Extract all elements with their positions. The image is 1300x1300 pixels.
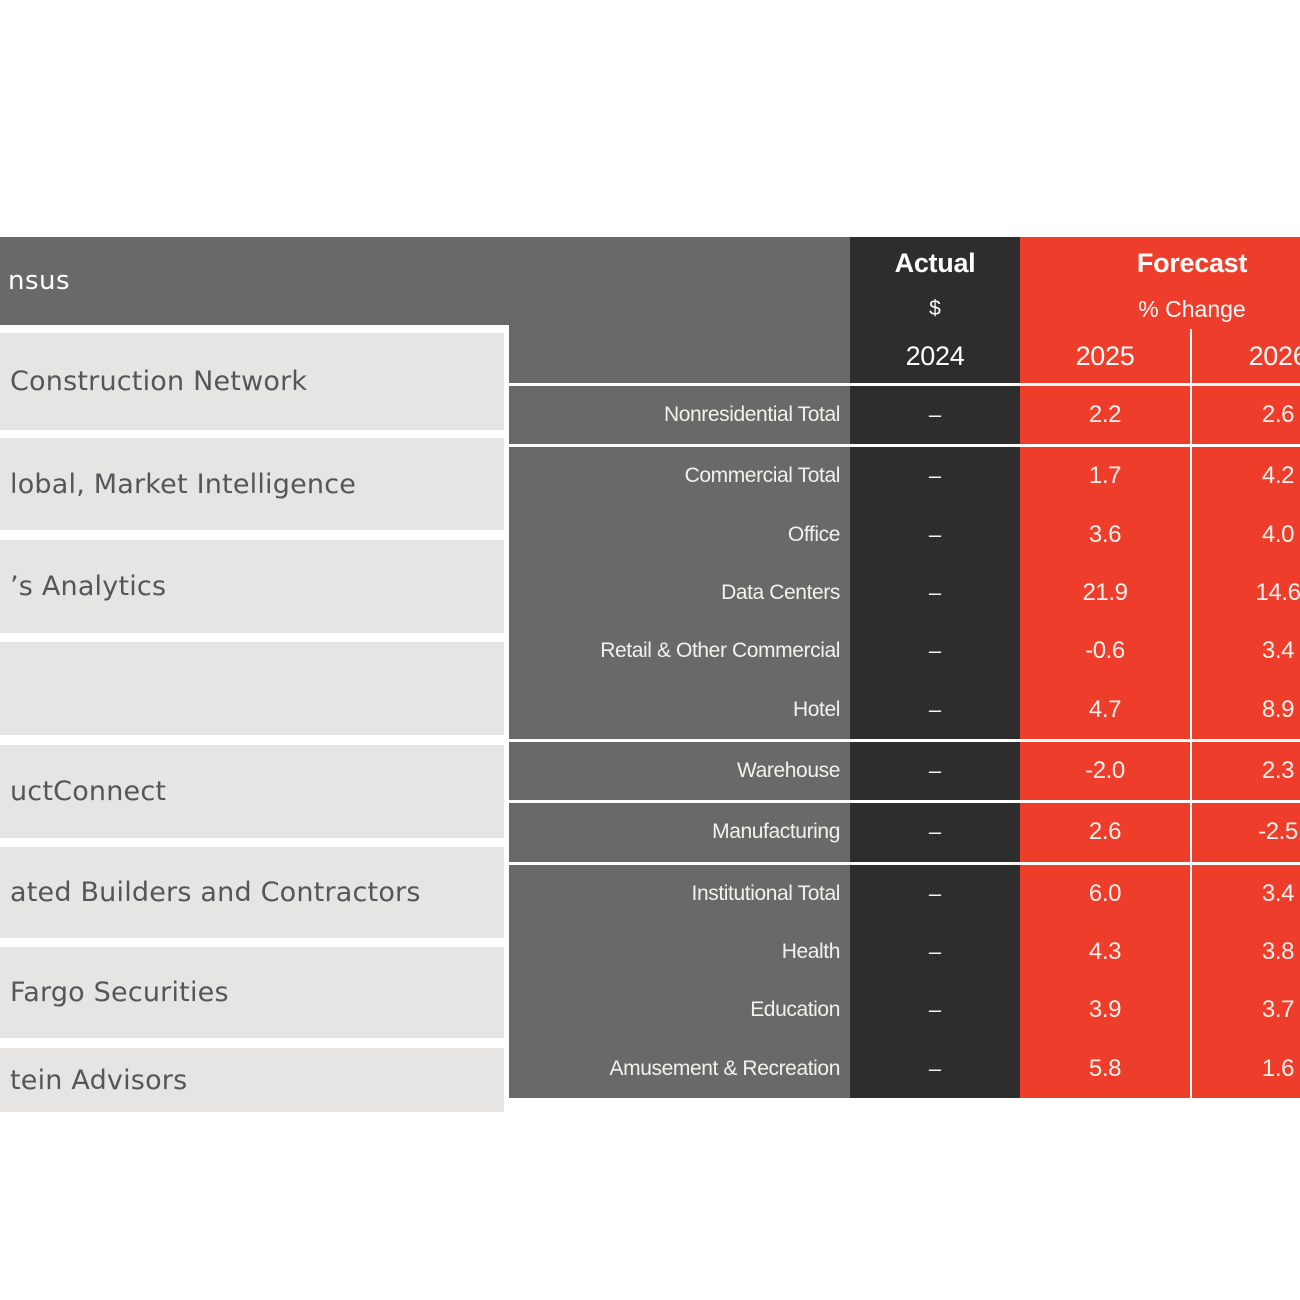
table-row-health: Health – 4.3 3.8 (509, 922, 1300, 982)
sidebar-item-dodge: Construction Network (0, 333, 504, 430)
forecast-unit: % Change (1138, 295, 1246, 322)
cell-forecast-2026: 2.3 (1192, 741, 1300, 801)
actual-title: Actual (894, 247, 976, 278)
actual-unit: $ (929, 297, 941, 320)
sidebar-item-label: ’s Analytics (10, 571, 167, 602)
table-row-warehouse: Warehouse – -2.0 2.3 (509, 741, 1300, 804)
cell-forecast-2025: -2.0 (1020, 741, 1192, 801)
sidebar-item-advisors: tein Advisors (0, 1048, 504, 1112)
cell-forecast-2025: 21.9 (1020, 563, 1192, 623)
cell-actual-2024: – (850, 680, 1020, 739)
actual-year: 2024 (905, 340, 965, 371)
table-row-data-centers: Data Centers – 21.9 14.6 (509, 563, 1300, 623)
sidebar-item-label: Construction Network (10, 366, 308, 397)
row-label: Warehouse (509, 741, 850, 801)
cell-forecast-2026: 3.7 (1192, 981, 1300, 1040)
sidebar-item-analytics: ’s Analytics (0, 540, 504, 633)
row-label: Education (509, 981, 850, 1040)
forecast-table: Actual $ 2024 Forecast % Change 2025 202… (509, 237, 1300, 1098)
cell-actual-2024: – (850, 505, 1020, 564)
cell-actual-2024: – (850, 741, 1020, 801)
cell-actual-2024: – (850, 563, 1020, 623)
row-label: Commercial Total (509, 447, 850, 506)
header-band: nsus (0, 237, 509, 325)
cell-forecast-2026: 2.6 (1192, 386, 1300, 445)
cell-forecast-2026: 3.8 (1192, 922, 1300, 982)
cell-forecast-2025: 5.8 (1020, 1039, 1192, 1098)
cell-forecast-2026: 3.4 (1192, 622, 1300, 681)
table-body: Nonresidential Total – 2.2 2.6 Commercia… (509, 386, 1300, 1098)
row-label: Amusement & Recreation (509, 1039, 850, 1098)
table-row-commercial-total: Commercial Total – 1.7 4.2 (509, 447, 1300, 506)
cell-actual-2024: – (850, 864, 1020, 923)
forecast-title: Forecast (1136, 247, 1248, 278)
sidebar-item-label: lobal, Market Intelligence (10, 468, 357, 500)
sidebar-item-label: ated Builders and Contractors (10, 877, 421, 908)
cell-actual-2024: – (850, 386, 1020, 445)
cell-forecast-2026: 1.6 (1192, 1039, 1300, 1098)
sidebar-item-wells-fargo: Fargo Securities (0, 947, 504, 1038)
cell-forecast-2025: 3.9 (1020, 981, 1192, 1040)
cell-forecast-2025: 6.0 (1020, 864, 1192, 923)
row-label: Office (509, 505, 850, 564)
cell-forecast-2025: 2.2 (1020, 386, 1192, 445)
header-label-spacer (509, 237, 850, 383)
cell-forecast-2025: 4.7 (1020, 680, 1192, 739)
sidebar-item-label: uctConnect (10, 776, 167, 807)
cell-actual-2024: – (850, 922, 1020, 982)
table-row-education: Education – 3.9 3.7 (509, 981, 1300, 1040)
cell-forecast-2025: 4.3 (1020, 922, 1192, 982)
cell-forecast-2026: 4.0 (1192, 505, 1300, 564)
row-label: Retail & Other Commercial (509, 622, 850, 681)
cell-actual-2024: – (850, 622, 1020, 681)
row-label: Nonresidential Total (509, 386, 850, 445)
table-header: Actual $ 2024 Forecast % Change 2025 202… (509, 237, 1300, 383)
cell-forecast-2026: 8.9 (1192, 680, 1300, 739)
sidebar-item-blank (0, 642, 504, 735)
sidebar-item-constructconnect: uctConnect (0, 745, 504, 838)
header-actual-column: Actual $ 2024 (850, 237, 1020, 383)
table-row-retail: Retail & Other Commercial – -0.6 3.4 (509, 622, 1300, 681)
sidebar-item-label: Fargo Securities (10, 977, 229, 1008)
row-label: Data Centers (509, 563, 850, 623)
sidebar-item-abc: ated Builders and Contractors (0, 847, 504, 938)
sidebar-item-sp-global: lobal, Market Intelligence (0, 438, 504, 530)
table-row-manufacturing: Manufacturing – 2.6 -2.5 (509, 803, 1300, 865)
forecast-years: 2025 2026 (1020, 329, 1300, 383)
header-separator (509, 383, 1300, 386)
year-2026: 2026 (1248, 340, 1300, 371)
cell-actual-2024: – (850, 1039, 1020, 1098)
table-row-nonresidential-total: Nonresidential Total – 2.2 2.6 (509, 386, 1300, 448)
table-row-hotel: Hotel – 4.7 8.9 (509, 680, 1300, 742)
cell-forecast-2026: 4.2 (1192, 447, 1300, 506)
row-label: Manufacturing (509, 803, 850, 862)
cell-forecast-2025: -0.6 (1020, 622, 1192, 681)
cell-forecast-2025: 2.6 (1020, 803, 1192, 862)
cell-forecast-2026: -2.5 (1192, 803, 1300, 862)
cell-forecast-2026: 14.6 (1192, 563, 1300, 623)
table-row-amusement: Amusement & Recreation – 5.8 1.6 (509, 1039, 1300, 1098)
cell-actual-2024: – (850, 981, 1020, 1040)
table-row-office: Office – 3.6 4.0 (509, 505, 1300, 564)
cell-forecast-2026: 3.4 (1192, 864, 1300, 923)
sidebar-item-label: tein Advisors (10, 1064, 188, 1096)
row-label: Health (509, 922, 850, 982)
table-row-institutional-total: Institutional Total – 6.0 3.4 (509, 864, 1300, 923)
row-label: Hotel (509, 680, 850, 739)
cell-forecast-2025: 3.6 (1020, 505, 1192, 564)
header-forecast-column: Forecast % Change 2025 2026 (1020, 237, 1300, 383)
consensus-title-fragment: nsus (8, 266, 71, 296)
cell-forecast-2025: 1.7 (1020, 447, 1192, 506)
row-label: Institutional Total (509, 864, 850, 923)
cell-actual-2024: – (850, 803, 1020, 862)
cell-actual-2024: – (850, 447, 1020, 506)
year-2025: 2025 (1020, 329, 1192, 383)
